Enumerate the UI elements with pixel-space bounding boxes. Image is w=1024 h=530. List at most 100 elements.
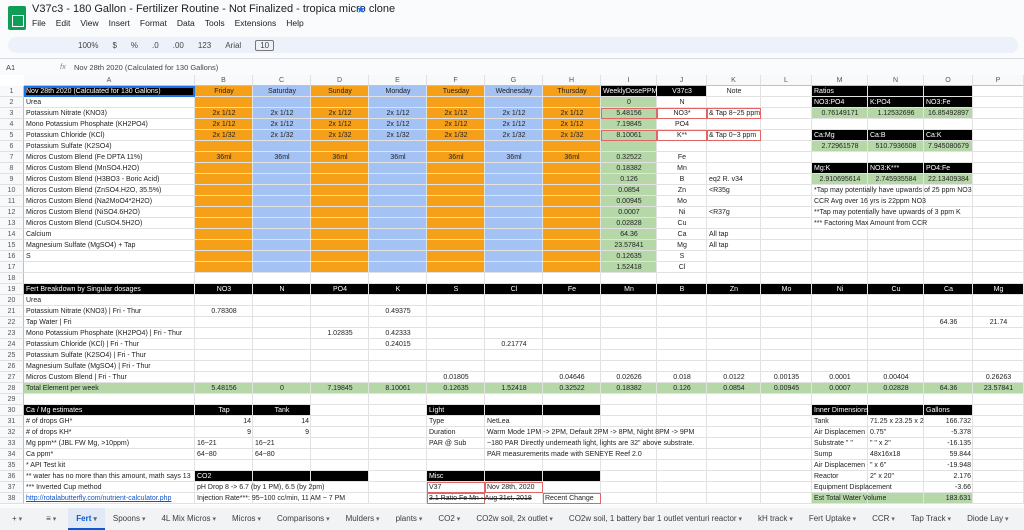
cell[interactable] bbox=[485, 108, 543, 119]
cell[interactable] bbox=[601, 284, 657, 295]
cell[interactable] bbox=[812, 185, 868, 196]
cell[interactable] bbox=[601, 218, 657, 229]
cell[interactable] bbox=[24, 229, 195, 240]
cell[interactable] bbox=[924, 262, 973, 273]
cell[interactable] bbox=[601, 350, 657, 361]
cell[interactable] bbox=[657, 240, 707, 251]
cell[interactable] bbox=[24, 108, 195, 119]
cell[interactable] bbox=[427, 471, 485, 482]
cell[interactable] bbox=[369, 383, 427, 394]
cell[interactable] bbox=[761, 251, 812, 262]
cell[interactable] bbox=[427, 394, 485, 405]
cell[interactable] bbox=[311, 251, 369, 262]
cell[interactable] bbox=[924, 108, 973, 119]
cell[interactable] bbox=[24, 482, 195, 493]
cell[interactable] bbox=[543, 141, 601, 152]
cell[interactable] bbox=[601, 317, 657, 328]
cell[interactable] bbox=[485, 119, 543, 130]
cell[interactable] bbox=[812, 460, 868, 471]
cell[interactable] bbox=[543, 119, 601, 130]
cell[interactable] bbox=[924, 372, 973, 383]
cell[interactable] bbox=[485, 416, 543, 427]
cell[interactable] bbox=[311, 361, 369, 372]
menu-item[interactable]: Insert bbox=[108, 18, 130, 28]
cell[interactable] bbox=[485, 229, 543, 240]
cell[interactable] bbox=[311, 383, 369, 394]
cell[interactable] bbox=[24, 306, 195, 317]
cell[interactable] bbox=[761, 306, 812, 317]
cell[interactable] bbox=[812, 328, 868, 339]
cell[interactable] bbox=[311, 328, 369, 339]
cell[interactable] bbox=[24, 449, 195, 460]
cell[interactable] bbox=[253, 317, 311, 328]
cell[interactable] bbox=[924, 130, 973, 141]
cell[interactable] bbox=[427, 174, 485, 185]
cell[interactable] bbox=[485, 306, 543, 317]
cell[interactable] bbox=[369, 350, 427, 361]
cell[interactable] bbox=[973, 438, 1024, 449]
cell[interactable] bbox=[973, 471, 1024, 482]
cell[interactable] bbox=[812, 405, 868, 416]
cell[interactable] bbox=[427, 86, 485, 97]
cell[interactable] bbox=[973, 119, 1024, 130]
cell[interactable] bbox=[427, 240, 485, 251]
cell[interactable] bbox=[543, 152, 601, 163]
cell[interactable] bbox=[195, 152, 253, 163]
cell[interactable] bbox=[657, 471, 707, 482]
cell[interactable] bbox=[369, 207, 427, 218]
cell[interactable] bbox=[601, 427, 657, 438]
cell[interactable] bbox=[195, 86, 253, 97]
cell[interactable] bbox=[707, 438, 761, 449]
cell[interactable] bbox=[369, 471, 427, 482]
cell[interactable] bbox=[195, 163, 253, 174]
cell[interactable] bbox=[24, 394, 195, 405]
cell[interactable] bbox=[812, 130, 868, 141]
cell[interactable] bbox=[924, 240, 973, 251]
cell[interactable] bbox=[812, 361, 868, 372]
cell[interactable] bbox=[485, 438, 543, 449]
cell[interactable] bbox=[195, 207, 253, 218]
cell[interactable] bbox=[311, 196, 369, 207]
cell[interactable] bbox=[485, 350, 543, 361]
cell[interactable] bbox=[707, 251, 761, 262]
cell[interactable] bbox=[543, 240, 601, 251]
cell[interactable] bbox=[427, 438, 485, 449]
cell[interactable] bbox=[707, 361, 761, 372]
cell[interactable] bbox=[707, 284, 761, 295]
cell[interactable] bbox=[812, 416, 868, 427]
cell[interactable] bbox=[812, 174, 868, 185]
cell[interactable] bbox=[369, 273, 427, 284]
cell[interactable] bbox=[761, 482, 812, 493]
cell[interactable] bbox=[195, 97, 253, 108]
cell[interactable] bbox=[543, 229, 601, 240]
cell[interactable] bbox=[427, 152, 485, 163]
cell[interactable] bbox=[601, 251, 657, 262]
cell[interactable] bbox=[195, 306, 253, 317]
menu-item[interactable]: Tools bbox=[204, 18, 225, 28]
cell[interactable] bbox=[812, 284, 868, 295]
cell[interactable] bbox=[311, 229, 369, 240]
cell[interactable] bbox=[601, 416, 657, 427]
cell[interactable] bbox=[24, 493, 195, 504]
cell[interactable] bbox=[707, 405, 761, 416]
cell[interactable] bbox=[761, 273, 812, 284]
cell[interactable] bbox=[427, 493, 485, 504]
cell[interactable] bbox=[812, 97, 868, 108]
cell[interactable] bbox=[485, 471, 543, 482]
cell[interactable] bbox=[924, 383, 973, 394]
cell[interactable] bbox=[812, 427, 868, 438]
cell[interactable] bbox=[601, 471, 657, 482]
cell[interactable] bbox=[761, 207, 812, 218]
cell[interactable] bbox=[868, 416, 924, 427]
toolbar-item[interactable]: 100% bbox=[78, 40, 99, 50]
cell[interactable] bbox=[868, 295, 924, 306]
cell[interactable] bbox=[924, 86, 973, 97]
cell[interactable] bbox=[195, 405, 253, 416]
cell[interactable] bbox=[657, 372, 707, 383]
cell[interactable] bbox=[543, 108, 601, 119]
cell[interactable] bbox=[812, 482, 868, 493]
cell[interactable] bbox=[195, 449, 253, 460]
cell[interactable] bbox=[195, 240, 253, 251]
cell[interactable] bbox=[601, 163, 657, 174]
cell[interactable] bbox=[427, 108, 485, 119]
